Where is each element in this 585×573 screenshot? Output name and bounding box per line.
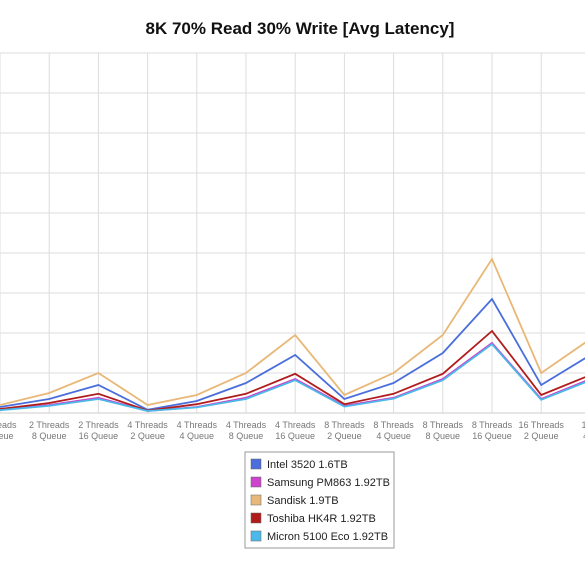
series-lines: [0, 257, 585, 412]
x-tick-label: 4 Threads 8 Queue: [226, 420, 267, 441]
x-tick-label: 4 Threads 2 Queue: [127, 420, 168, 441]
x-tick-label: 16 Threads 2 Queue: [519, 420, 565, 441]
x-tick-label: 8 Threads 8 Queue: [423, 420, 464, 441]
x-tick-label: ThreadsQueue: [0, 420, 17, 441]
series-line-3: [0, 329, 585, 412]
x-tick-label: 4 Threads 4 Queue: [177, 420, 218, 441]
x-tick-label: 8 Threads 4 Queue: [373, 420, 414, 441]
legend-swatch: [250, 512, 262, 524]
series-line-1: [0, 341, 585, 412]
chart-title: 8K 70% Read 30% Write [Avg Latency]: [146, 19, 455, 38]
x-tick-label: 8 Threads 16 Queue: [472, 420, 513, 441]
x-tick-label: 2 Threads 8 Queue: [29, 420, 70, 441]
legend-label: Micron 5100 Eco 1.92TB: [267, 531, 388, 543]
legend-swatch: [250, 530, 262, 542]
x-tick-label: 16 T4 Q: [581, 420, 585, 441]
legend-swatch: [250, 458, 262, 470]
legend-label: Sandisk 1.9TB: [267, 495, 339, 507]
legend-box: [244, 451, 395, 549]
x-tick-label: 8 Threads 2 Queue: [324, 420, 365, 441]
legend-label: Samsung PM863 1.92TB: [267, 477, 390, 489]
legend-swatch: [250, 494, 262, 506]
x-tick-label: 4 Threads 16 Queue: [275, 420, 316, 441]
legend: Intel 3520 1.6TB Samsung PM863 1.92TB Sand…: [244, 451, 395, 549]
legend-label: Intel 3520 1.6TB: [267, 459, 348, 471]
legend-swatch: [250, 476, 262, 488]
series-line-0: [0, 297, 585, 411]
x-tick-label: 2 Threads 16 Queue: [78, 420, 119, 441]
legend-label: Toshiba HK4R 1.92TB: [267, 513, 376, 525]
grid: [0, 52, 585, 414]
series-line-4: [0, 342, 585, 412]
series-line-2: [0, 257, 585, 406]
